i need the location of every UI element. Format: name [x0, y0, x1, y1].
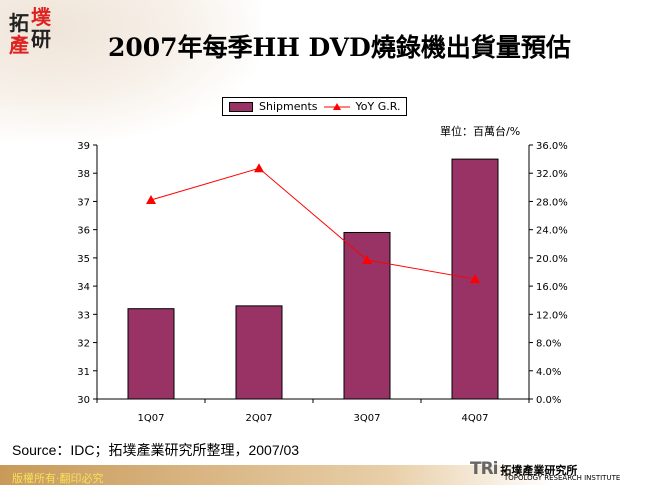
right-tick-label: 32.0% [536, 169, 568, 180]
right-tick-label: 0.0% [536, 395, 561, 406]
legend-swatch-yoy [323, 102, 350, 110]
right-tick-label: 16.0% [536, 282, 568, 293]
logo-char: 研 [31, 27, 51, 51]
right-tick-label: 20.0% [536, 254, 568, 265]
right-tick-label: 12.0% [536, 310, 568, 321]
point-yoy [146, 195, 156, 205]
left-tick-label: 36 [77, 226, 90, 237]
right-tick-label: 28.0% [536, 197, 568, 208]
source-note: Source：IDC；拓墣產業研究所整理，2007/03 [12, 442, 300, 458]
left-tick-label: 33 [77, 310, 90, 321]
point-yoy [470, 274, 480, 284]
left-tick-label: 39 [77, 141, 90, 152]
logo-char: 產 [9, 33, 29, 57]
x-tick-label: 2Q07 [246, 413, 273, 424]
left-tick-label: 37 [77, 197, 90, 208]
x-tick-label: 4Q07 [462, 413, 489, 424]
right-tick-label: 36.0% [536, 141, 568, 152]
legend-label-yoy: YoY G.R. [355, 100, 401, 113]
institute-logo: TRi 拓墣產業研究所 TOPOLOGY RESEARCH INSTITUTE [470, 459, 620, 489]
legend: Shipments YoY G.R. [222, 97, 408, 116]
header-background [0, 0, 260, 140]
logo-char: 拓 [9, 11, 29, 35]
bar-shipments [127, 308, 175, 400]
left-tick-label: 32 [77, 339, 90, 350]
right-tick-label: 8.0% [536, 339, 561, 350]
right-tick-label: 24.0% [536, 226, 568, 237]
bar-shipments [235, 305, 283, 400]
institute-en: TOPOLOGY RESEARCH INSTITUTE [504, 474, 621, 482]
left-tick-label: 35 [77, 254, 90, 265]
tri-logo-text: TRi [470, 459, 498, 479]
legend-label-shipments: Shipments [259, 100, 318, 113]
left-tick-label: 30 [77, 395, 90, 406]
unit-note: 單位：百萬台/% [440, 125, 521, 138]
page-title: 2007年每季HH DVD燒錄機出貨量預估 [108, 33, 571, 62]
x-tick-label: 3Q07 [354, 413, 381, 424]
point-yoy [254, 163, 264, 173]
point-yoy [362, 255, 372, 265]
right-tick-label: 4.0% [536, 367, 561, 378]
left-tick-label: 34 [77, 282, 90, 293]
logo-char: 墣 [31, 5, 51, 29]
left-tick-label: 38 [77, 169, 90, 180]
footer-bar [0, 465, 650, 485]
copyright: 版權所有‧翻印必究 [12, 472, 104, 485]
logo: 拓 墣 產 研 [8, 5, 52, 56]
institute-zh: 拓墣產業研究所 [500, 464, 578, 477]
line-yoy [150, 167, 476, 280]
x-tick-label: 1Q07 [138, 413, 165, 424]
legend-swatch-shipments [229, 101, 253, 112]
left-tick-label: 31 [77, 367, 90, 378]
